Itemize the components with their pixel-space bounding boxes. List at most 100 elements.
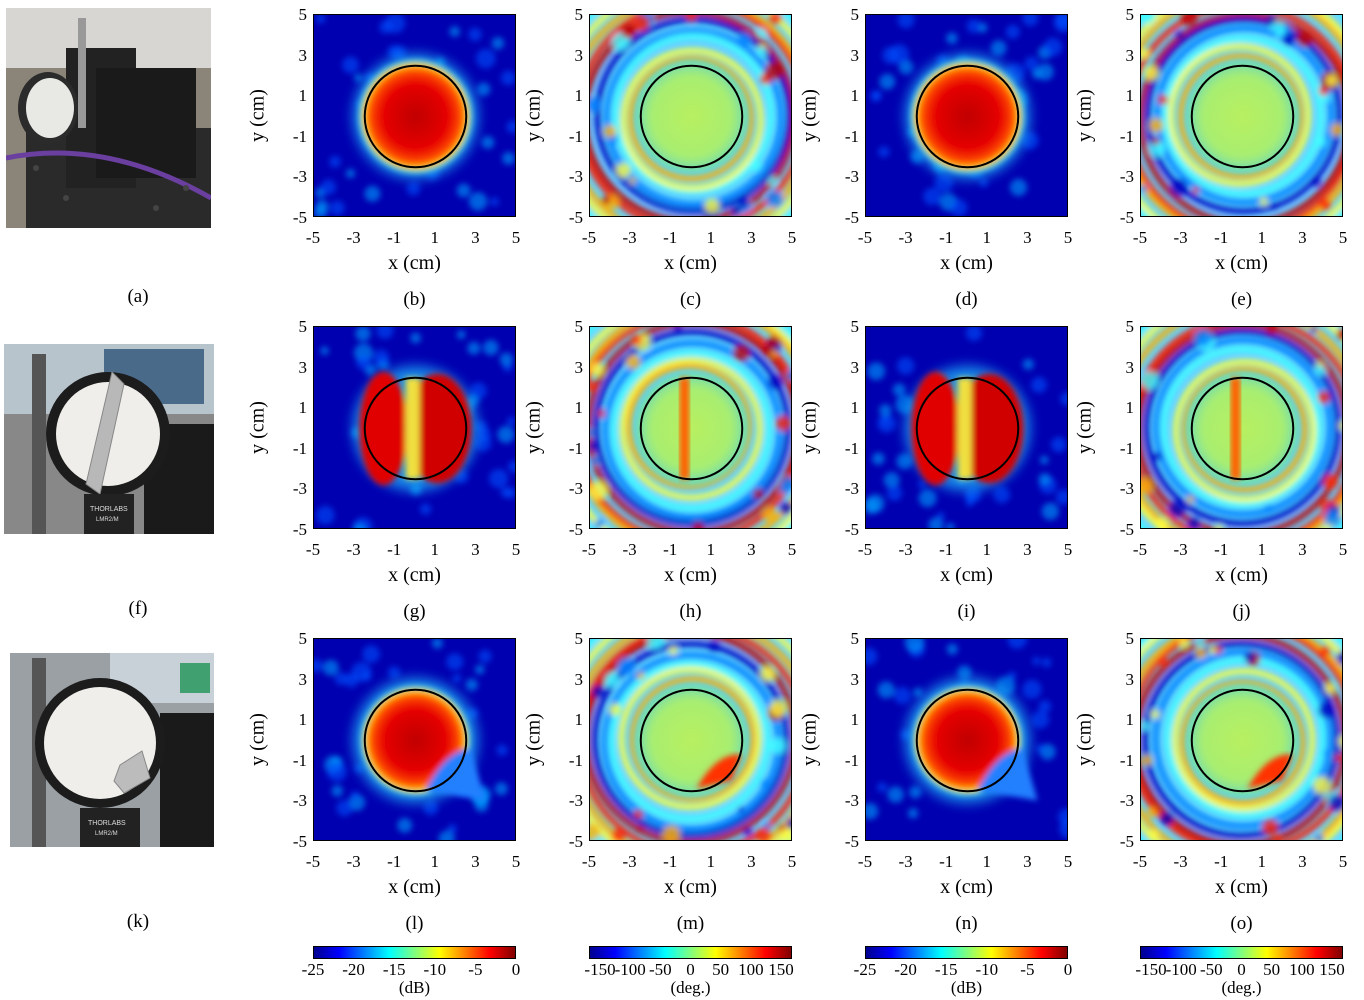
x-tick-label: 3 — [471, 852, 480, 871]
y-tick-label: 3 — [850, 669, 860, 689]
colorbar-tick-label: -50 — [648, 960, 672, 979]
x-tick-label: 3 — [747, 852, 756, 871]
model-text-f: LMR2/M — [96, 517, 119, 523]
x-tick-label: -3 — [898, 228, 913, 247]
x-axis-label: x (cm) — [1215, 252, 1268, 274]
x-tick-label: 1 — [1257, 228, 1267, 247]
y-tick-label: 3 — [298, 45, 308, 65]
y-tick-label: -3 — [844, 479, 859, 499]
colorbar-tick-label: -50 — [1199, 960, 1223, 979]
x-tick-label: 1 — [706, 228, 716, 247]
y-tick-label: 5 — [574, 5, 584, 24]
plot-phase-12 — [1140, 638, 1343, 841]
photo-f: THORLABS LMR2/M — [4, 344, 214, 534]
y-tick-label: 1 — [850, 710, 860, 730]
y-tick-label: 1 — [298, 398, 308, 418]
colorbar-unit-label: (deg.) — [1221, 978, 1262, 997]
caption-e: (e) — [1230, 289, 1253, 310]
x-axis-label: x (cm) — [1215, 564, 1268, 586]
y-tick-label: 5 — [1125, 317, 1135, 336]
x-tick-label: -5 — [1132, 540, 1148, 559]
y-tick-label: -3 — [568, 167, 583, 187]
x-tick-label: -3 — [622, 852, 637, 871]
y-tick-label: 5 — [1125, 5, 1135, 24]
x-tick-label: -5 — [305, 228, 321, 247]
y-tick-label: -1 — [292, 438, 307, 458]
y-tick-label: 5 — [574, 317, 584, 336]
plot-phase-2 — [589, 14, 792, 217]
x-tick-label: 5 — [1338, 540, 1348, 559]
x-tick-label: 5 — [1338, 228, 1348, 247]
caption-n: (n) — [955, 913, 978, 934]
y-tick-label: -3 — [568, 479, 583, 499]
x-tick-label: 3 — [1023, 540, 1032, 559]
x-tick-label: -5 — [857, 852, 873, 871]
y-tick-label: 5 — [298, 317, 308, 336]
y-axis-label: y (cm) — [522, 88, 545, 142]
y-tick-label: -1 — [292, 750, 307, 770]
x-tick-label: 5 — [511, 852, 521, 871]
colorbar-tick-label: 0 — [1063, 960, 1073, 979]
colorbar-tick-label: 0 — [686, 960, 695, 979]
y-tick-label: -5 — [1119, 208, 1134, 227]
y-tick-label: 1 — [298, 710, 308, 730]
colorbar-tick-label: 100 — [738, 960, 764, 979]
y-tick-label: 1 — [298, 86, 308, 106]
y-tick-label: 3 — [298, 357, 308, 377]
caption-h: (h) — [679, 601, 702, 622]
plot-magnitude-9 — [313, 638, 516, 841]
y-axis-label: y (cm) — [246, 88, 269, 142]
y-tick-label: -3 — [292, 791, 307, 811]
y-tick-label: 5 — [574, 629, 584, 648]
x-tick-label: -1 — [663, 228, 678, 247]
x-tick-label: 5 — [511, 540, 521, 559]
y-tick-label: -5 — [1119, 520, 1134, 539]
plot-magnitude-5 — [313, 326, 516, 529]
y-tick-label: 1 — [1125, 710, 1135, 730]
x-tick-label: 1 — [430, 540, 440, 559]
colorbar-unit-label: (dB) — [950, 978, 983, 997]
x-tick-label: 3 — [1298, 852, 1307, 871]
x-tick-label: -3 — [898, 852, 913, 871]
plot-phase-10 — [589, 638, 792, 841]
colorbar-2 — [589, 946, 792, 959]
x-axis-label: x (cm) — [940, 564, 993, 586]
y-axis-label: y (cm) — [246, 400, 269, 454]
x-tick-label: 1 — [982, 228, 992, 247]
y-tick-label: -3 — [292, 167, 307, 187]
y-axis-label: y (cm) — [1073, 400, 1096, 454]
x-tick-label: -1 — [387, 228, 402, 247]
y-tick-label: -1 — [1119, 750, 1134, 770]
x-tick-label: -5 — [305, 852, 321, 871]
plot-magnitude-11 — [865, 638, 1068, 841]
x-axis-label: x (cm) — [388, 252, 441, 274]
x-tick-label: 5 — [787, 540, 797, 559]
x-tick-label: 3 — [1298, 540, 1307, 559]
y-tick-label: 3 — [574, 669, 584, 689]
y-tick-label: -5 — [292, 208, 307, 227]
x-tick-label: -1 — [1214, 228, 1229, 247]
y-tick-label: 3 — [850, 357, 860, 377]
x-tick-label: -1 — [663, 852, 678, 871]
x-axis-label: x (cm) — [940, 876, 993, 898]
y-tick-label: 1 — [574, 86, 584, 106]
y-axis-label: y (cm) — [522, 400, 545, 454]
y-tick-label: 3 — [298, 669, 308, 689]
x-tick-label: -5 — [581, 540, 597, 559]
x-tick-label: -1 — [387, 540, 402, 559]
y-tick-label: -5 — [292, 832, 307, 851]
x-tick-label: -3 — [898, 540, 913, 559]
y-axis-label: y (cm) — [798, 712, 821, 766]
x-tick-label: -1 — [663, 540, 678, 559]
y-tick-label: -3 — [1119, 167, 1134, 187]
x-tick-label: -5 — [581, 852, 597, 871]
colorbar-tick-label: 0 — [1237, 960, 1246, 979]
x-tick-label: -5 — [305, 540, 321, 559]
y-tick-label: 5 — [850, 5, 860, 24]
x-tick-label: -5 — [857, 540, 873, 559]
x-tick-label: 3 — [1023, 228, 1032, 247]
colorbar-tick-label: 50 — [712, 960, 730, 979]
caption-l: (l) — [405, 913, 424, 934]
y-axis-label: y (cm) — [1073, 712, 1096, 766]
x-tick-label: 3 — [747, 540, 756, 559]
